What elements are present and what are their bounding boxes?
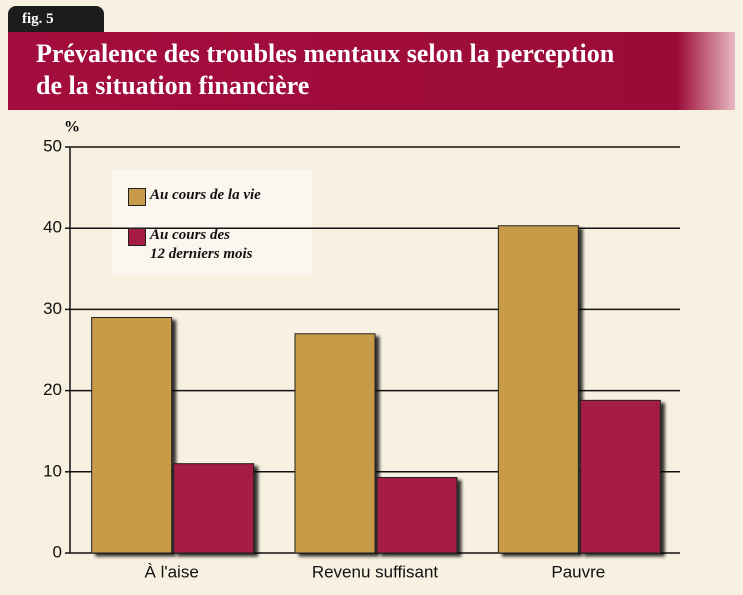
bar — [91, 317, 173, 554]
bar — [497, 225, 579, 554]
y-tick-label: 50 — [43, 136, 62, 155]
y-tick-label: 0 — [53, 542, 62, 561]
title-banner — [8, 32, 735, 110]
y-tick-label: 20 — [43, 380, 62, 399]
legend-label: Au cours de la vie — [150, 187, 261, 203]
figure-label: fig. 5 — [8, 6, 104, 32]
y-tick-label: 40 — [43, 218, 62, 237]
x-tick-label: À l'aise — [145, 562, 199, 581]
legend-swatch — [128, 188, 146, 206]
bar — [173, 463, 255, 554]
legend — [112, 170, 312, 275]
bar — [376, 476, 458, 554]
y-tick-label: 10 — [43, 461, 62, 480]
legend-swatch — [128, 228, 146, 246]
y-axis-label: % — [64, 119, 80, 136]
chart-title: Prévalence des troubles mentaux selon la… — [36, 39, 615, 100]
bar — [294, 333, 376, 554]
x-tick-label: Pauvre — [551, 562, 605, 581]
legend-label: Au cours des 12 derniers mois — [150, 227, 253, 262]
y-tick-label: 30 — [43, 299, 62, 318]
x-tick-label: Revenu suffisant — [312, 562, 439, 581]
bar — [579, 399, 661, 554]
